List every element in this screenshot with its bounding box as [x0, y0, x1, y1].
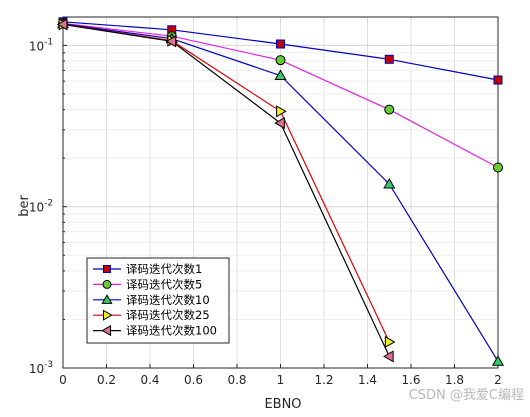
data-point: [491, 355, 505, 366]
legend-marker: [102, 309, 113, 321]
data-point: [383, 350, 394, 363]
data-point: [384, 335, 396, 349]
x-tick-label: 2: [494, 373, 502, 387]
legend-marker: [101, 294, 113, 304]
y-tick-label: 10-2: [29, 199, 53, 215]
x-tick-label: 0.2: [97, 373, 116, 387]
data-point: [384, 54, 394, 64]
series-line: [62, 23, 390, 357]
x-tick-label: 0.4: [140, 373, 159, 387]
data-point: [56, 18, 68, 31]
axes-layer: 0 0.2 0.4 0.6 0.8 1 1.2 1.4 1.6 1.8 2 10-1 10-2 10-3: [29, 16, 502, 387]
legend-label: 译码迭代次数1: [126, 262, 202, 276]
plot-frame: [62, 16, 499, 369]
data-point: [275, 55, 286, 66]
legend-label: 译码迭代次数25: [126, 308, 210, 322]
series-layer: [56, 17, 505, 366]
data-point: [493, 162, 503, 173]
x-tick-label: 1.6: [401, 373, 420, 387]
x-tick-label: 1.2: [314, 373, 333, 387]
data-point: [274, 69, 287, 80]
data-point: [493, 75, 503, 85]
x-tick-label: 1.4: [358, 373, 377, 387]
legend-label: 译码迭代次数100: [126, 324, 217, 338]
x-tick-label: 1: [277, 373, 285, 387]
legend-item: 译码迭代次数100: [93, 324, 217, 338]
legend-item: 译码迭代次数25: [93, 308, 210, 322]
x-tick-label: 1.8: [445, 373, 464, 387]
legend-marker: [101, 325, 112, 337]
series-5: [56, 18, 394, 363]
data-point: [274, 117, 285, 130]
y-axis-label: ber: [17, 195, 32, 217]
legend-item: 译码迭代次数1: [93, 262, 202, 276]
legend-label: 译码迭代次数5: [126, 277, 202, 291]
x-tick-label: 0: [59, 373, 67, 387]
x-axis-label: EBNO: [264, 397, 301, 412]
data-point: [383, 177, 396, 189]
legend-label: 译码迭代次数10: [126, 293, 210, 307]
legend-marker: [102, 279, 112, 289]
data-point: [276, 39, 285, 49]
legend-marker: [103, 265, 111, 273]
data-point: [276, 105, 287, 118]
legend-item: 译码迭代次数10: [93, 293, 210, 307]
data-point: [384, 104, 395, 115]
y-tick-label: 10-1: [29, 37, 53, 53]
x-tick-label: 0.8: [227, 373, 246, 387]
data-point: [165, 35, 177, 48]
legend-item: 译码迭代次数5: [93, 277, 202, 291]
x-tick-label: 0.6: [184, 373, 203, 387]
y-tick-label: 10-3: [29, 360, 53, 376]
watermark-text: CSDN @我爱C编程: [409, 388, 524, 403]
